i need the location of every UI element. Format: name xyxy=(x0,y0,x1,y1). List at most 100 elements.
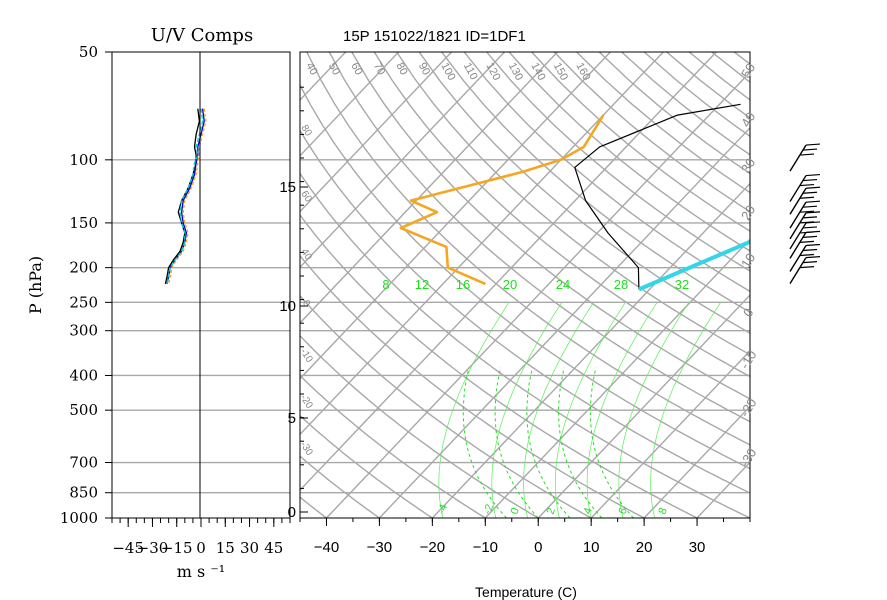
uv-panel: −45−30−15 0 15 30 45 50 100 150 200 250 300 400 500… xyxy=(26,25,291,581)
wind-barb-flag xyxy=(799,153,815,156)
right-edge-label: -10 xyxy=(737,348,760,372)
wind-barb-staff xyxy=(789,222,807,250)
mixing-ratio-label: 12 xyxy=(415,277,429,292)
isotherm xyxy=(484,238,750,518)
uv-panel-title: U/V Comps xyxy=(151,25,253,46)
height-tick-label: 10 xyxy=(279,298,296,315)
dry-adiabat xyxy=(598,52,750,175)
isotherm xyxy=(803,52,887,518)
wind-barb-flag xyxy=(799,240,815,243)
dry-adiabat xyxy=(300,455,381,518)
mixing-ratio-line xyxy=(523,302,594,518)
dry-adiabat xyxy=(306,52,750,446)
moist-adiabat-line xyxy=(558,367,603,518)
right-edge-label: 0 xyxy=(740,306,757,320)
wind-barb-flag xyxy=(799,266,815,269)
mixing-ratio-line xyxy=(554,302,626,518)
pressure-tick-label: 400 xyxy=(69,366,98,384)
mixing-ratio-line xyxy=(650,302,721,518)
wind-barb-staff xyxy=(789,144,807,172)
isotherm xyxy=(590,349,750,518)
dry-adiabat-label: 90 xyxy=(416,61,432,77)
wind-barb-staff xyxy=(789,257,807,285)
dry-adiabat xyxy=(300,496,328,518)
right-edge-label: 50 xyxy=(738,61,758,81)
left-edge-label: 0 xyxy=(300,298,313,309)
right-edge-label: 20 xyxy=(738,203,758,223)
wind-barb-flag xyxy=(799,210,815,213)
wind-barb-flag xyxy=(802,191,818,194)
pressure-tick-label: 500 xyxy=(69,401,98,419)
pressure-axis-label: P (hPa) xyxy=(26,256,45,314)
mixing-ratio-label: 28 xyxy=(614,277,628,292)
mixing-ratio-line xyxy=(491,302,563,518)
dry-adiabat-label: 80 xyxy=(393,61,409,77)
wind-barb-flag xyxy=(802,216,818,219)
pressure-isobars xyxy=(300,159,750,494)
height-tick-label: 5 xyxy=(288,410,296,427)
dry-adiabat xyxy=(620,52,750,156)
temperature-tick-label: −10 xyxy=(473,539,498,556)
wind-barb-flag xyxy=(805,173,821,177)
wind-barb-flag xyxy=(802,148,818,151)
isotherm-bottom-label: -4 xyxy=(436,503,451,516)
isotherm xyxy=(325,71,750,518)
wind-barb-staff xyxy=(789,212,807,240)
temperature-axis-label: Temperature (C) xyxy=(475,584,577,600)
dry-adiabat xyxy=(300,414,434,518)
moist-adiabat-line xyxy=(494,367,539,518)
moist-adiabat-line xyxy=(526,367,571,518)
sounding-line xyxy=(638,239,750,292)
temperature-tick-label: 30 xyxy=(689,539,706,556)
isotherm xyxy=(300,52,347,102)
temperature-tick-label: −40 xyxy=(314,539,339,556)
pressure-tick-label: 50 xyxy=(79,43,98,61)
skewt-title: 15P 151022/1821 ID=1DF1 xyxy=(343,28,526,45)
uv-series-line xyxy=(166,108,204,285)
dry-adiabat xyxy=(300,213,699,518)
dry-adiabat xyxy=(300,294,593,518)
dry-adiabat xyxy=(300,83,750,470)
dry-adiabat-label: 110 xyxy=(461,61,480,82)
pressure-tick-label: 200 xyxy=(69,259,98,277)
dry-adiabat xyxy=(300,254,646,518)
temperature-tick-label: 20 xyxy=(636,539,653,556)
temperature-tick-label: −30 xyxy=(367,539,392,556)
dry-adiabat xyxy=(463,52,750,293)
isotherm xyxy=(696,461,750,518)
wind-barb-staff xyxy=(789,201,807,229)
dry-adiabat xyxy=(418,52,750,334)
dry-adiabat-label: 60 xyxy=(348,61,364,77)
wind-barb-flag xyxy=(805,230,821,233)
uv-series-line xyxy=(164,108,201,285)
uv-frame xyxy=(111,51,291,519)
dry-adiabat xyxy=(351,52,750,400)
temperature-tick-label: −20 xyxy=(420,539,445,556)
isotherm xyxy=(300,52,664,436)
wind-barb-flag xyxy=(805,221,821,224)
wind-barb-flag xyxy=(802,261,818,264)
uv-x-ticks: −45−30−15 0 15 30 45 xyxy=(111,518,291,557)
uv-x-tick-label: 0 xyxy=(196,539,206,557)
isotherm-bottom-label: 0 xyxy=(509,506,522,516)
isotherm xyxy=(300,52,505,269)
mixing-ratio-line xyxy=(438,302,510,518)
skewt-frame xyxy=(299,51,751,519)
isotherm xyxy=(300,52,558,324)
mixing-ratio-labels: 8 12 16 20 24 28 32 xyxy=(382,277,689,292)
height-km-ticks: 0 5 10 15 xyxy=(279,86,308,521)
wind-barb-flag xyxy=(805,211,821,214)
dry-adiabat xyxy=(328,52,750,423)
isotherm xyxy=(300,52,611,380)
mixing-ratio-lines xyxy=(438,302,721,518)
sounding-line xyxy=(574,103,741,290)
wind-barb-staff xyxy=(789,187,807,215)
right-edge-label: 10 xyxy=(738,251,758,271)
temperature-tick-label: 10 xyxy=(583,539,600,556)
height-tick-label: 15 xyxy=(279,179,296,196)
dry-adiabat xyxy=(395,52,750,356)
dry-adiabat-label: 40 xyxy=(303,61,319,77)
wind-barb-flag xyxy=(802,235,818,238)
pressure-tick-label: 700 xyxy=(69,454,98,472)
